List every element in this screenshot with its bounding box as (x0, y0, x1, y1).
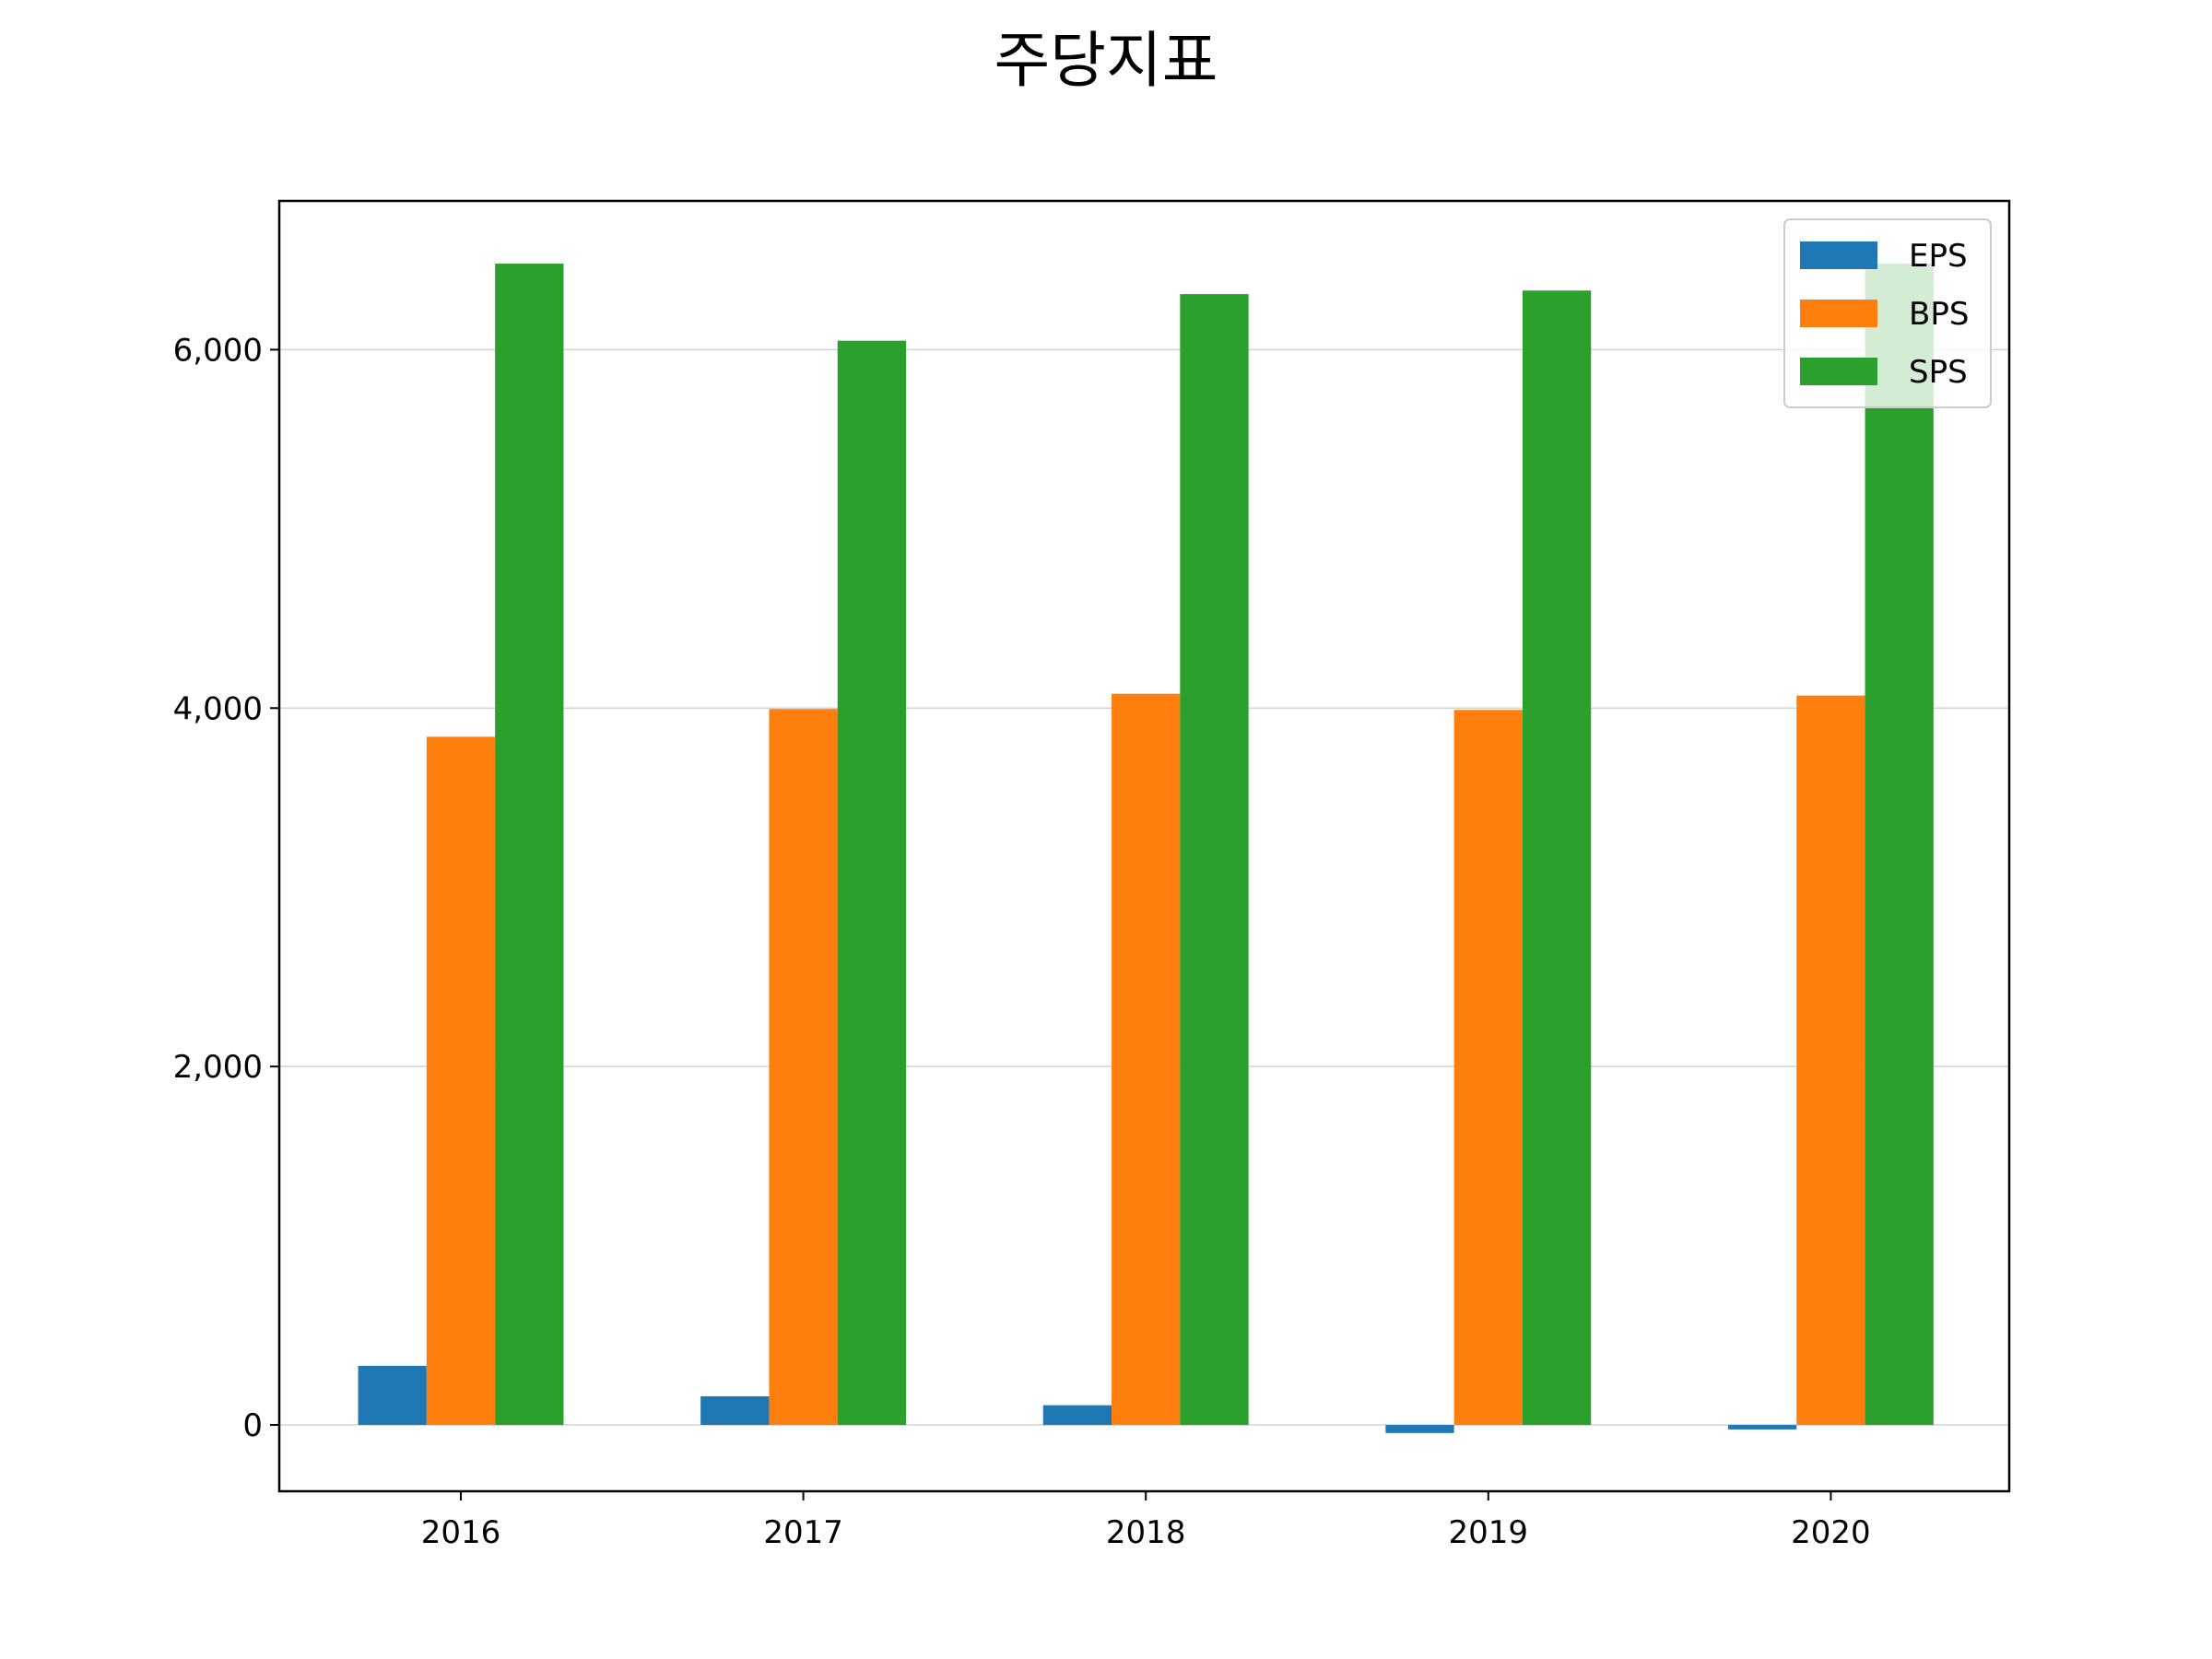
bar-sps-2018 (1180, 294, 1249, 1426)
x-tick-label: 2019 (1449, 1514, 1529, 1551)
legend-swatch-bps (1800, 300, 1877, 327)
bar-bps-2019 (1453, 710, 1523, 1426)
axes: 0 2,000 4,000 6,000 2016 2017 2018 2019 2020 (173, 332, 1871, 1551)
bar-eps-2018 (1042, 1405, 1112, 1426)
bars (358, 264, 1934, 1433)
bar-sps-2017 (837, 340, 907, 1426)
y-tick-label: 6,000 (173, 332, 263, 369)
legend-label-eps: EPS (1909, 238, 1968, 275)
bar-bps-2017 (769, 709, 838, 1426)
plot-frame (277, 199, 2011, 1493)
bar-bps-2020 (1796, 695, 1865, 1426)
y-tick-label: 4,000 (173, 690, 263, 727)
chart-title: 주당지표 (994, 25, 1218, 96)
legend-label-bps: BPS (1909, 296, 1969, 333)
x-tick-label: 2017 (763, 1514, 843, 1551)
legend-label-sps: SPS (1909, 354, 1968, 391)
x-tick-label: 2020 (1791, 1514, 1871, 1551)
legend-swatch-sps (1800, 358, 1877, 385)
bar-bps-2016 (426, 736, 496, 1426)
x-tick-label: 2016 (421, 1514, 501, 1551)
bar-eps-2017 (700, 1395, 770, 1426)
legend-swatch-eps (1800, 241, 1877, 269)
y-tick-label: 2,000 (173, 1049, 263, 1086)
bar-sps-2019 (1522, 290, 1592, 1426)
legend: EPS BPS SPS (1783, 218, 1992, 408)
x-tick-label: 2018 (1106, 1514, 1186, 1551)
bar-eps-2020 (1727, 1425, 1797, 1430)
bar-sps-2020 (1865, 264, 1934, 1426)
bar-eps-2019 (1385, 1425, 1454, 1433)
bar-eps-2016 (358, 1365, 427, 1426)
bar-sps-2016 (495, 264, 564, 1426)
y-tick-label: 0 (242, 1407, 263, 1444)
bar-bps-2018 (1112, 693, 1181, 1426)
